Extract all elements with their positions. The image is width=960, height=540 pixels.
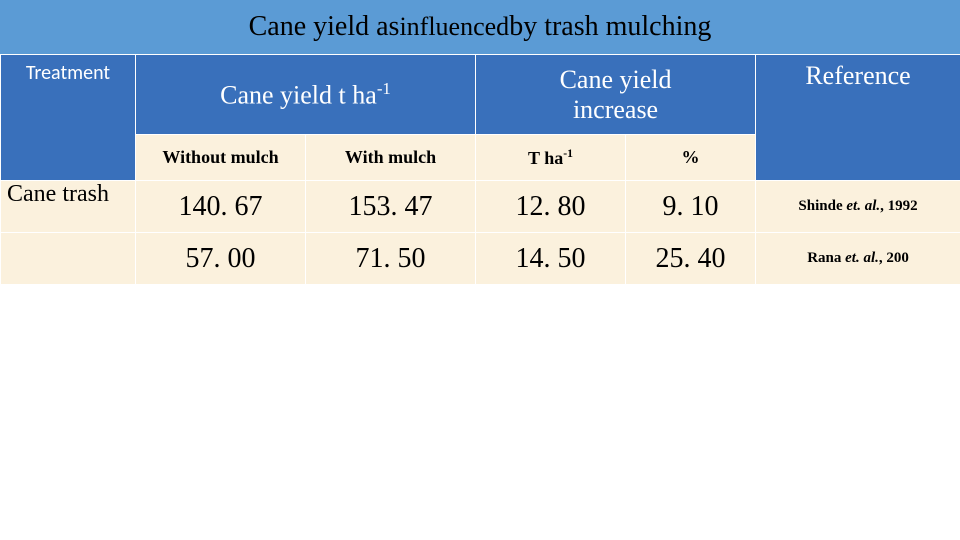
cell-without-value: 140. 67 — [179, 191, 263, 222]
cell-treatment — [1, 233, 136, 285]
cell-without: 140. 67 — [136, 181, 306, 233]
ref-author: Shinde — [798, 198, 846, 214]
cell-inc-pct: 9. 10 — [626, 181, 756, 233]
table-row: 57. 00 71. 50 14. 50 25. 40 Rana et. al.… — [1, 233, 960, 285]
cell-reference: Shinde et. al., 1992 — [756, 181, 960, 233]
table-row: Cane trash 140. 67 153. 47 12. 80 9. 10 … — [1, 181, 960, 233]
subcol-percent-label: % — [682, 147, 700, 167]
col-cane-increase-l2: increase — [573, 95, 658, 124]
col-treatment-label: Treatment — [26, 61, 110, 85]
header-row-main: Treatment Cane yield t ha-1 Cane yield i… — [1, 55, 960, 135]
col-cane-yield-label: Cane yield t ha — [220, 80, 377, 109]
col-reference: Reference — [756, 55, 960, 181]
cell-inc-pct: 25. 40 — [626, 233, 756, 285]
cell-with-value: 153. 47 — [349, 191, 433, 222]
title-suffix: by trash mulching — [509, 11, 711, 43]
cell-with-value: 71. 50 — [356, 243, 426, 274]
subcol-without-mulch-label: Without mulch — [162, 147, 278, 167]
ref-author: Rana — [807, 250, 845, 266]
ref-year: , 200 — [879, 250, 909, 266]
cell-reference: Rana et. al., 200 — [756, 233, 960, 285]
title-prefix: Cane yield as — [249, 11, 400, 43]
subcol-with-mulch: With mulch — [306, 135, 476, 181]
subcol-without-mulch: Without mulch — [136, 135, 306, 181]
cell-treatment-label: Cane trash — [7, 181, 109, 207]
cell-inc-t: 14. 50 — [476, 233, 626, 285]
table-container: Treatment Cane yield t ha-1 Cane yield i… — [0, 54, 960, 285]
cell-with: 153. 47 — [306, 181, 476, 233]
col-cane-yield: Cane yield t ha-1 — [136, 55, 476, 135]
ref-etal: et. al. — [846, 198, 880, 214]
subcol-t-ha-sup: -1 — [563, 147, 573, 160]
col-cane-yield-sup: -1 — [377, 79, 391, 98]
cell-treatment: Cane trash — [1, 181, 136, 233]
cell-inc-t-value: 14. 50 — [516, 243, 586, 274]
cell-without: 57. 00 — [136, 233, 306, 285]
subcol-percent: % — [626, 135, 756, 181]
col-treatment: Treatment — [1, 55, 136, 181]
subcol-t-ha-label: T ha — [528, 148, 563, 168]
subcol-t-ha: T ha-1 — [476, 135, 626, 181]
cell-inc-t: 12. 80 — [476, 181, 626, 233]
title-influenced: influenced — [399, 12, 509, 42]
cane-yield-table: Treatment Cane yield t ha-1 Cane yield i… — [0, 54, 960, 285]
subcol-with-mulch-label: With mulch — [345, 147, 436, 167]
cell-inc-t-value: 12. 80 — [516, 191, 586, 222]
ref-year: , 1992 — [880, 198, 918, 214]
cell-without-value: 57. 00 — [186, 243, 256, 274]
title-bar: Cane yield as influenced by trash mulchi… — [0, 0, 960, 54]
cell-with: 71. 50 — [306, 233, 476, 285]
ref-etal: et. al. — [845, 250, 879, 266]
cell-inc-pct-value: 9. 10 — [663, 191, 719, 222]
col-cane-increase: Cane yield increase — [476, 55, 756, 135]
cell-inc-pct-value: 25. 40 — [656, 243, 726, 274]
col-cane-increase-l1: Cane yield — [560, 65, 672, 94]
col-reference-label: Reference — [805, 61, 910, 90]
